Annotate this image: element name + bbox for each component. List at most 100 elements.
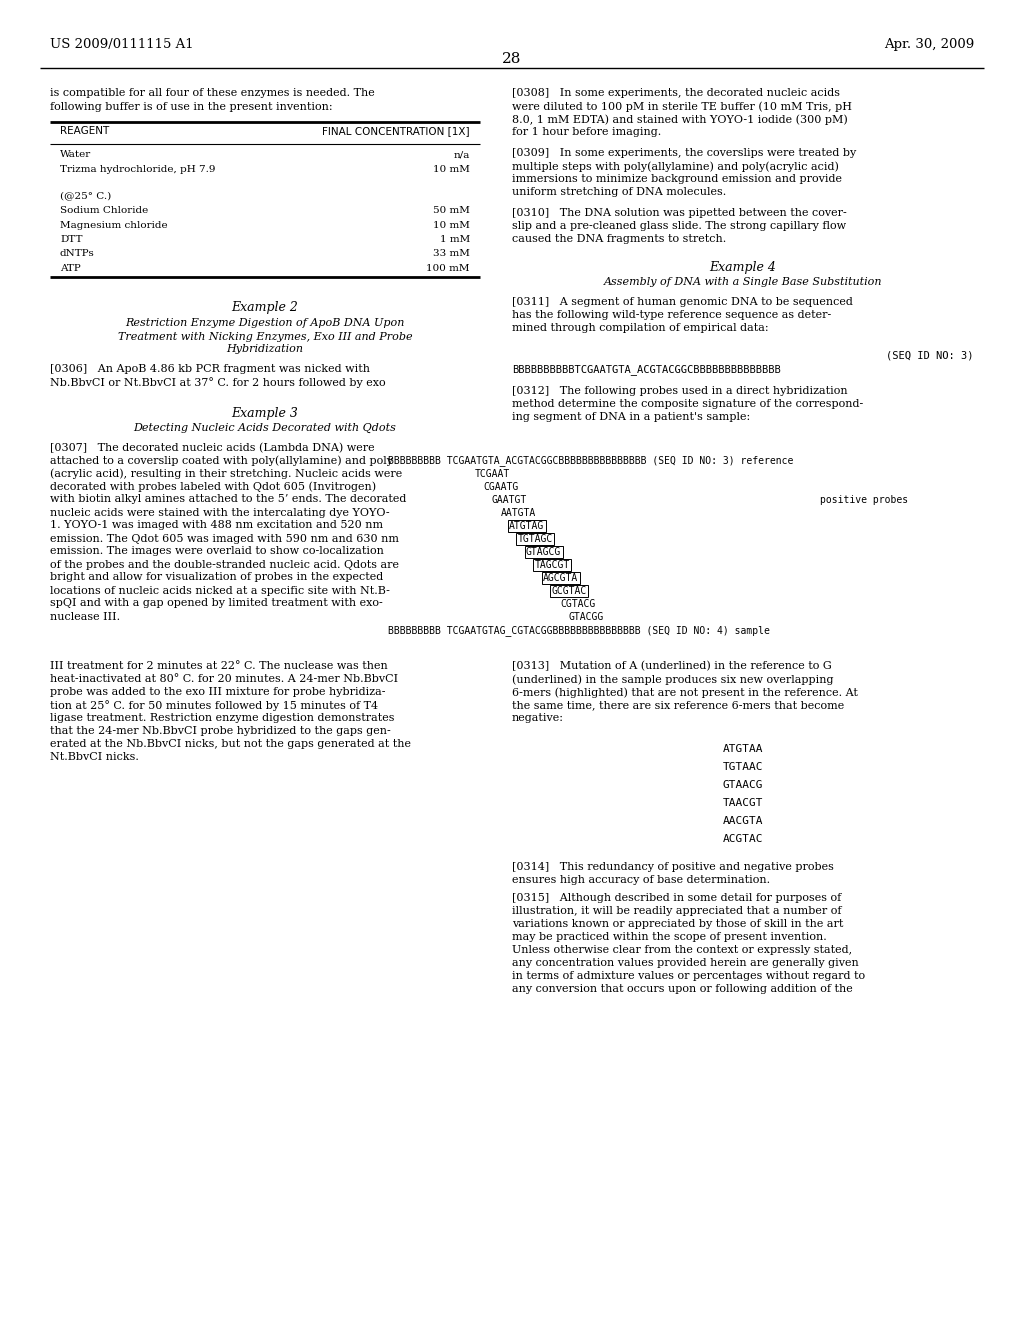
Text: ATGTAG: ATGTAG: [509, 521, 544, 531]
Text: 6-mers (highlighted) that are not present in the reference. At: 6-mers (highlighted) that are not presen…: [512, 686, 858, 697]
Text: is compatible for all four of these enzymes is needed. The: is compatible for all four of these enzy…: [50, 88, 375, 98]
Text: CGAATG: CGAATG: [483, 482, 519, 492]
Text: mined through compilation of empirical data:: mined through compilation of empirical d…: [512, 323, 769, 333]
Text: method determine the composite signature of the correspond-: method determine the composite signature…: [512, 399, 863, 409]
Text: immersions to minimize background emission and provide: immersions to minimize background emissi…: [512, 174, 842, 183]
Text: any concentration values provided herein are generally given: any concentration values provided herein…: [512, 958, 859, 968]
Text: BBBBBBBBBBTCGAATGTA̲ACGTACGGCBBBBBBBBBBBBBB: BBBBBBBBBBTCGAATGTA̲ACGTACGGCBBBBBBBBBBB…: [512, 364, 780, 375]
Text: nucleic acids were stained with the intercalating dye YOYO-: nucleic acids were stained with the inte…: [50, 507, 389, 517]
Text: caused the DNA fragments to stretch.: caused the DNA fragments to stretch.: [512, 234, 726, 244]
Text: GTACGG: GTACGG: [568, 612, 604, 622]
Text: Detecting Nucleic Acids Decorated with Qdots: Detecting Nucleic Acids Decorated with Q…: [133, 422, 396, 433]
Text: 1 mM: 1 mM: [439, 235, 470, 244]
Text: Nt.BbvCI nicks.: Nt.BbvCI nicks.: [50, 752, 139, 762]
Text: [0306]   An ApoB 4.86 kb PCR fragment was nicked with: [0306] An ApoB 4.86 kb PCR fragment was …: [50, 364, 370, 375]
Text: dNTPs: dNTPs: [60, 249, 95, 259]
Text: Restriction Enzyme Digestion of ApoB DNA Upon: Restriction Enzyme Digestion of ApoB DNA…: [125, 318, 404, 329]
Text: in terms of admixture values or percentages without regard to: in terms of admixture values or percenta…: [512, 972, 865, 981]
Text: may be practiced within the scope of present invention.: may be practiced within the scope of pre…: [512, 932, 826, 942]
Text: III treatment for 2 minutes at 22° C. The nuclease was then: III treatment for 2 minutes at 22° C. Th…: [50, 661, 388, 671]
Text: Unless otherwise clear from the context or expressly stated,: Unless otherwise clear from the context …: [512, 945, 852, 954]
Text: US 2009/0111115 A1: US 2009/0111115 A1: [50, 38, 194, 51]
Text: 100 mM: 100 mM: [427, 264, 470, 273]
Text: Magnesium chloride: Magnesium chloride: [60, 220, 168, 230]
Text: TCGAAT: TCGAAT: [475, 469, 510, 479]
Text: GAATGT: GAATGT: [492, 495, 527, 506]
Text: bright and allow for visualization of probes in the expected: bright and allow for visualization of pr…: [50, 573, 383, 582]
Text: 8.0, 1 mM EDTA) and stained with YOYO-1 iodide (300 pM): 8.0, 1 mM EDTA) and stained with YOYO-1 …: [512, 114, 848, 124]
Text: 28: 28: [503, 51, 521, 66]
Text: has the following wild-type reference sequence as deter-: has the following wild-type reference se…: [512, 310, 831, 319]
Text: negative:: negative:: [512, 713, 564, 723]
Text: Example 4: Example 4: [710, 261, 776, 275]
Text: GCGTAC: GCGTAC: [552, 586, 587, 597]
Text: Sodium Chloride: Sodium Chloride: [60, 206, 148, 215]
Text: 33 mM: 33 mM: [433, 249, 470, 259]
Text: 10 mM: 10 mM: [433, 165, 470, 173]
Text: 50 mM: 50 mM: [433, 206, 470, 215]
Text: with biotin alkyl amines attached to the 5’ ends. The decorated: with biotin alkyl amines attached to the…: [50, 495, 407, 504]
Text: the same time, there are six reference 6-mers that become: the same time, there are six reference 6…: [512, 700, 844, 710]
Text: 10 mM: 10 mM: [433, 220, 470, 230]
Text: Example 3: Example 3: [231, 407, 298, 420]
Text: any conversion that occurs upon or following addition of the: any conversion that occurs upon or follo…: [512, 983, 853, 994]
Text: BBBBBBBBB TCGAATGTA̲ACGTACGGCBBBBBBBBBBBBBBB (SEQ ID NO: 3) reference: BBBBBBBBB TCGAATGTA̲ACGTACGGCBBBBBBBBBBB…: [388, 455, 794, 466]
Text: [0309]   In some experiments, the coverslips were treated by: [0309] In some experiments, the coversli…: [512, 148, 856, 158]
Text: nuclease III.: nuclease III.: [50, 611, 120, 622]
Text: attached to a coverslip coated with poly(allylamine) and poly: attached to a coverslip coated with poly…: [50, 455, 393, 466]
Text: emission. The Qdot 605 was imaged with 590 nm and 630 nm: emission. The Qdot 605 was imaged with 5…: [50, 533, 399, 544]
Text: (underlined) in the sample produces six new overlapping: (underlined) in the sample produces six …: [512, 675, 834, 685]
Text: [0307]   The decorated nucleic acids (Lambda DNA) were: [0307] The decorated nucleic acids (Lamb…: [50, 442, 375, 453]
Text: uniform stretching of DNA molecules.: uniform stretching of DNA molecules.: [512, 187, 726, 197]
Text: TAGCGT: TAGCGT: [535, 560, 569, 570]
Text: Apr. 30, 2009: Apr. 30, 2009: [884, 38, 974, 51]
Text: TGTAAC: TGTAAC: [723, 762, 763, 772]
Text: decorated with probes labeled with Qdot 605 (Invitrogen): decorated with probes labeled with Qdot …: [50, 482, 376, 492]
Text: Treatment with Nicking Enzymes, Exo III and Probe: Treatment with Nicking Enzymes, Exo III …: [118, 331, 413, 342]
Text: Example 2: Example 2: [231, 301, 298, 314]
Text: [0311]   A segment of human genomic DNA to be sequenced: [0311] A segment of human genomic DNA to…: [512, 297, 853, 308]
Text: Trizma hydrochloride, pH 7.9: Trizma hydrochloride, pH 7.9: [60, 165, 215, 173]
Text: erated at the Nb.BbvCI nicks, but not the gaps generated at the: erated at the Nb.BbvCI nicks, but not th…: [50, 739, 411, 748]
Text: spQI and with a gap opened by limited treatment with exo-: spQI and with a gap opened by limited tr…: [50, 598, 383, 609]
Text: ATP: ATP: [60, 264, 81, 273]
Text: DTT: DTT: [60, 235, 83, 244]
Text: positive probes: positive probes: [820, 495, 908, 506]
Text: tion at 25° C. for 50 minutes followed by 15 minutes of T4: tion at 25° C. for 50 minutes followed b…: [50, 700, 378, 711]
Text: multiple steps with poly(allylamine) and poly(acrylic acid): multiple steps with poly(allylamine) and…: [512, 161, 839, 172]
Text: probe was added to the exo III mixture for probe hybridiza-: probe was added to the exo III mixture f…: [50, 686, 385, 697]
Text: (acrylic acid), resulting in their stretching. Nucleic acids were: (acrylic acid), resulting in their stret…: [50, 469, 402, 479]
Text: variations known or appreciated by those of skill in the art: variations known or appreciated by those…: [512, 919, 844, 929]
Text: TAACGT: TAACGT: [723, 799, 763, 808]
Text: Nb.BbvCI or Nt.BbvCI at 37° C. for 2 hours followed by exo: Nb.BbvCI or Nt.BbvCI at 37° C. for 2 hou…: [50, 378, 386, 388]
Text: following buffer is of use in the present invention:: following buffer is of use in the presen…: [50, 102, 333, 112]
Text: REAGENT: REAGENT: [60, 125, 110, 136]
Text: (SEQ ID NO: 3): (SEQ ID NO: 3): [887, 350, 974, 360]
Text: illustration, it will be readily appreciated that a number of: illustration, it will be readily appreci…: [512, 906, 842, 916]
Text: BBBBBBBBB TCGAATGTAG̲CGTACGGBBBBBBBBBBBBBBB (SEQ ID NO: 4) sample: BBBBBBBBB TCGAATGTAG̲CGTACGGBBBBBBBBBBBB…: [388, 624, 770, 636]
Text: FINAL CONCENTRATION [1X]: FINAL CONCENTRATION [1X]: [323, 125, 470, 136]
Text: CGTACG: CGTACG: [560, 599, 595, 609]
Text: [0315]   Although described in some detail for purposes of: [0315] Although described in some detail…: [512, 894, 842, 903]
Text: GTAACG: GTAACG: [723, 780, 763, 789]
Text: ing segment of DNA in a patient's sample:: ing segment of DNA in a patient's sample…: [512, 412, 751, 422]
Text: TGTAGC: TGTAGC: [517, 535, 553, 544]
Text: slip and a pre-cleaned glass slide. The strong capillary flow: slip and a pre-cleaned glass slide. The …: [512, 220, 846, 231]
Text: AGCGTA: AGCGTA: [543, 573, 579, 583]
Text: that the 24-mer Nb.BbvCI probe hybridized to the gaps gen-: that the 24-mer Nb.BbvCI probe hybridize…: [50, 726, 391, 737]
Text: Hybridization: Hybridization: [226, 345, 303, 355]
Text: ligase treatment. Restriction enzyme digestion demonstrates: ligase treatment. Restriction enzyme dig…: [50, 713, 394, 723]
Text: GTAGCG: GTAGCG: [526, 546, 561, 557]
Text: ensures high accuracy of base determination.: ensures high accuracy of base determinat…: [512, 875, 770, 884]
Text: [0314]   This redundancy of positive and negative probes: [0314] This redundancy of positive and n…: [512, 862, 834, 873]
Text: of the probes and the double-stranded nucleic acid. Qdots are: of the probes and the double-stranded nu…: [50, 560, 399, 569]
Text: [0308]   In some experiments, the decorated nucleic acids: [0308] In some experiments, the decorate…: [512, 88, 840, 98]
Text: [0310]   The DNA solution was pipetted between the cover-: [0310] The DNA solution was pipetted bet…: [512, 209, 847, 218]
Text: [0312]   The following probes used in a direct hybridization: [0312] The following probes used in a di…: [512, 385, 848, 396]
Text: (@25° C.): (@25° C.): [60, 191, 112, 201]
Text: AATGTA: AATGTA: [501, 508, 536, 517]
Text: Assembly of DNA with a Single Base Substitution: Assembly of DNA with a Single Base Subst…: [604, 277, 883, 286]
Text: for 1 hour before imaging.: for 1 hour before imaging.: [512, 127, 662, 137]
Text: heat-inactivated at 80° C. for 20 minutes. A 24-mer Nb.BbvCI: heat-inactivated at 80° C. for 20 minute…: [50, 675, 398, 684]
Text: ACGTAC: ACGTAC: [723, 834, 763, 843]
